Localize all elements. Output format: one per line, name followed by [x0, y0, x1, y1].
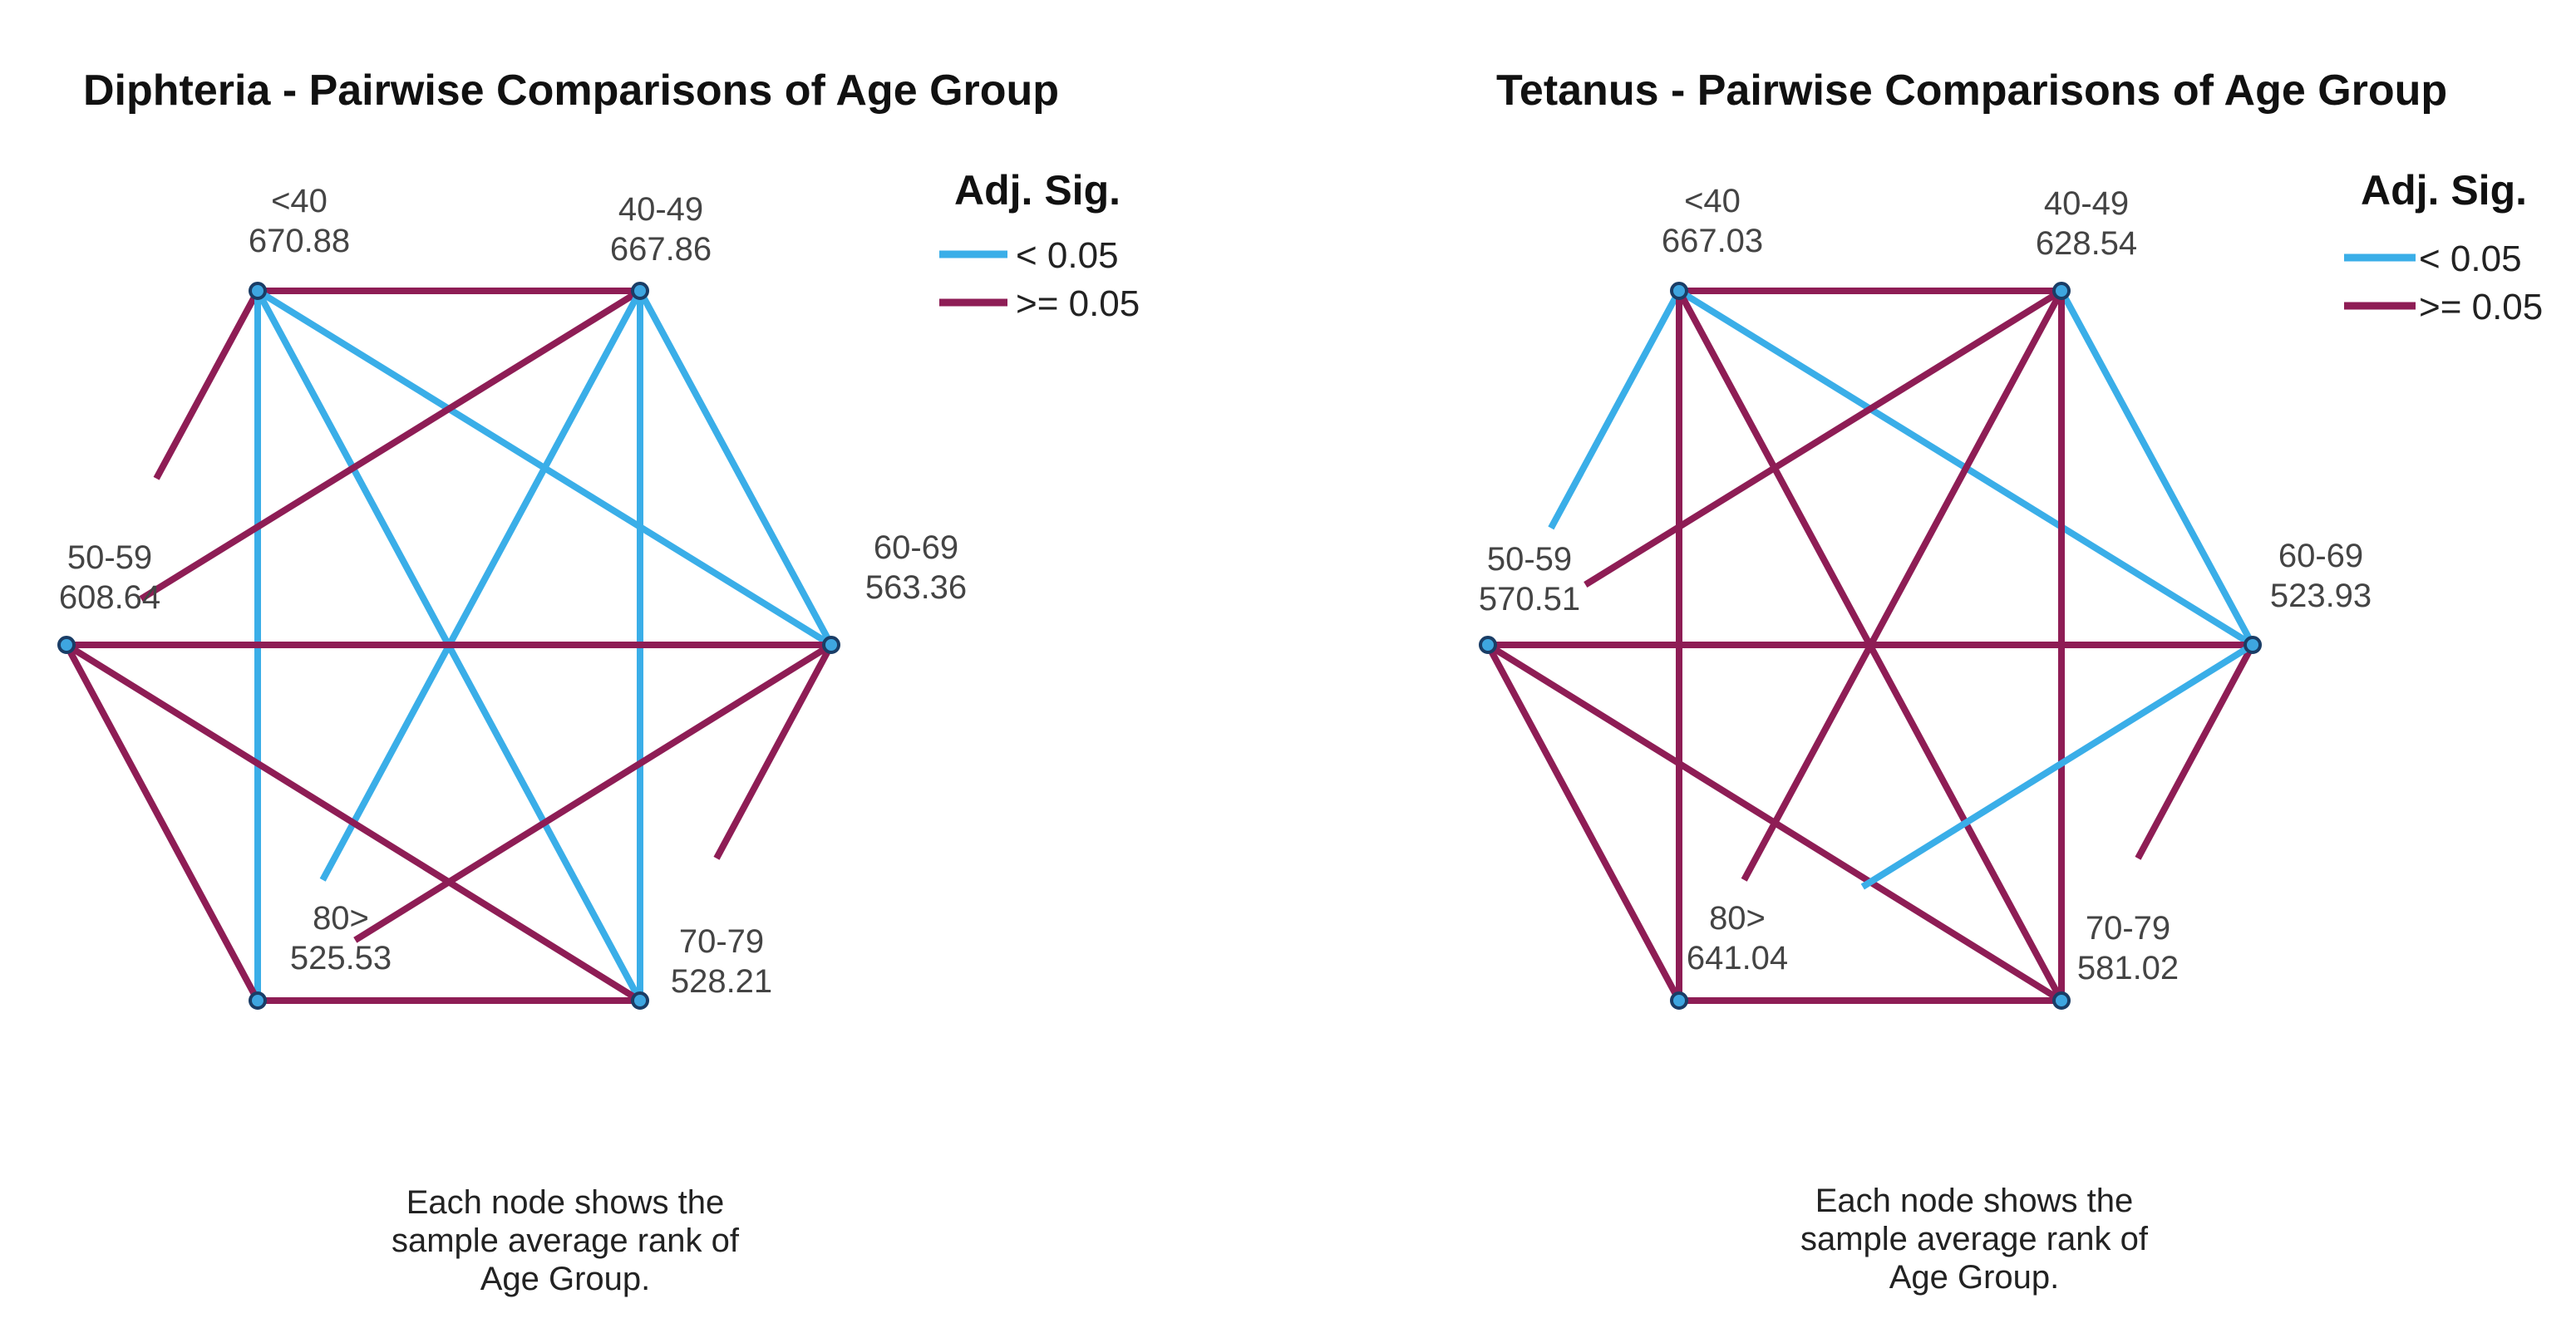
- node-70-79: [2052, 991, 2071, 1010]
- node-rank-label: 563.36: [865, 569, 967, 606]
- edge-50-59-80gt: [1485, 643, 1682, 1002]
- node-60-69: [2244, 636, 2262, 654]
- edge-40-49-60-69: [2058, 289, 2256, 647]
- node-rank-label: 667.86: [610, 231, 712, 268]
- node-60-69: [822, 636, 840, 654]
- diphteria-panel: Diphteria - Pairwise Comparisons of Age …: [57, 66, 1140, 1297]
- edge-40-49-50-59: [1584, 288, 2064, 588]
- node-name-label: 60-69: [2278, 538, 2363, 574]
- edge-group: [63, 288, 835, 1004]
- edge-group: [1485, 288, 2256, 1004]
- node-lt40: [249, 282, 267, 300]
- node-rank-label: 670.88: [249, 223, 350, 259]
- edge-40-49-60-69: [637, 289, 835, 647]
- node-40-49: [2052, 282, 2071, 300]
- node-name-label: 60-69: [874, 529, 958, 566]
- node-name-label: 70-79: [679, 923, 764, 960]
- node-rank-label: 608.64: [59, 579, 160, 616]
- footnote: Each node shows the sample average rank …: [1800, 1183, 2149, 1296]
- node-name-label: <40: [271, 183, 328, 219]
- node-name-label: 40-49: [618, 191, 703, 228]
- node-rank-label: 528.21: [671, 963, 772, 1000]
- edge-40-49-80gt: [1741, 289, 2065, 882]
- node-lt40: [1670, 282, 1688, 300]
- node-group: [57, 282, 840, 1010]
- legend-label-nonsig: >= 0.05: [2419, 287, 2543, 327]
- node-40-49: [631, 282, 649, 300]
- edge-50-59-70-79: [1485, 642, 2064, 1004]
- node-50-59: [57, 636, 76, 654]
- node-name-label: 50-59: [1487, 541, 1572, 578]
- panel-title: Diphteria - Pairwise Comparisons of Age …: [83, 66, 1059, 115]
- node-80gt: [249, 991, 267, 1010]
- node-name-label: 50-59: [67, 539, 152, 576]
- node-50-59: [1479, 636, 1497, 654]
- footnote-line-3: Age Group.: [480, 1261, 651, 1297]
- footnote-line-1: Each node shows the: [406, 1184, 724, 1221]
- edge-60-69-80gt: [1860, 642, 2255, 890]
- footnote: Each node shows the sample average rank …: [392, 1184, 740, 1297]
- legend: Adj. Sig. < 0.05 >= 0.05: [939, 167, 1140, 324]
- node-rank-label: 667.03: [1662, 223, 1763, 259]
- node-name-label: 70-79: [2086, 910, 2170, 947]
- node-name-label: 80>: [1709, 900, 1766, 937]
- footnote-line-1: Each node shows the: [1815, 1183, 2133, 1219]
- edge-50-59-70-79: [64, 642, 643, 1004]
- edge-lt40-50-59: [153, 289, 261, 480]
- tetanus-panel: Tetanus - Pairwise Comparisons of Age Gr…: [1479, 66, 2543, 1296]
- legend-label-sig: < 0.05: [2419, 239, 2522, 279]
- node-rank-label: 628.54: [2036, 225, 2137, 262]
- footnote-line-2: sample average rank of: [392, 1222, 740, 1259]
- legend: Adj. Sig. < 0.05 >= 0.05: [2344, 167, 2543, 327]
- node-70-79: [631, 991, 649, 1010]
- footnote-line-3: Age Group.: [1889, 1259, 2060, 1296]
- footnote-line-2: sample average rank of: [1800, 1221, 2149, 1257]
- legend-title: Adj. Sig.: [954, 167, 1121, 214]
- edge-60-69-70-79: [2135, 643, 2256, 860]
- node-rank-label: 641.04: [1687, 940, 1788, 976]
- node-name-label: 80>: [313, 900, 369, 937]
- edge-40-49-50-59: [139, 288, 643, 603]
- node-group: [1479, 282, 2262, 1010]
- edge-40-49-80gt: [319, 289, 643, 882]
- edge-60-69-80gt: [353, 642, 834, 943]
- node-name-label: <40: [1684, 183, 1741, 219]
- panel-title: Tetanus - Pairwise Comparisons of Age Gr…: [1496, 66, 2447, 115]
- legend-label-sig: < 0.05: [1016, 235, 1119, 276]
- node-80gt: [1670, 991, 1688, 1010]
- node-rank-label: 581.02: [2077, 950, 2179, 986]
- node-rank-label: 523.93: [2270, 578, 2372, 614]
- node-name-label: 40-49: [2044, 185, 2129, 222]
- edge-lt40-50-59: [1548, 289, 1682, 530]
- legend-label-nonsig: >= 0.05: [1016, 283, 1140, 324]
- node-rank-label: 525.53: [290, 940, 392, 976]
- node-rank-label: 570.51: [1479, 581, 1580, 617]
- legend-title: Adj. Sig.: [2361, 167, 2527, 214]
- edge-60-69-70-79: [713, 643, 835, 860]
- edge-50-59-80gt: [63, 643, 261, 1002]
